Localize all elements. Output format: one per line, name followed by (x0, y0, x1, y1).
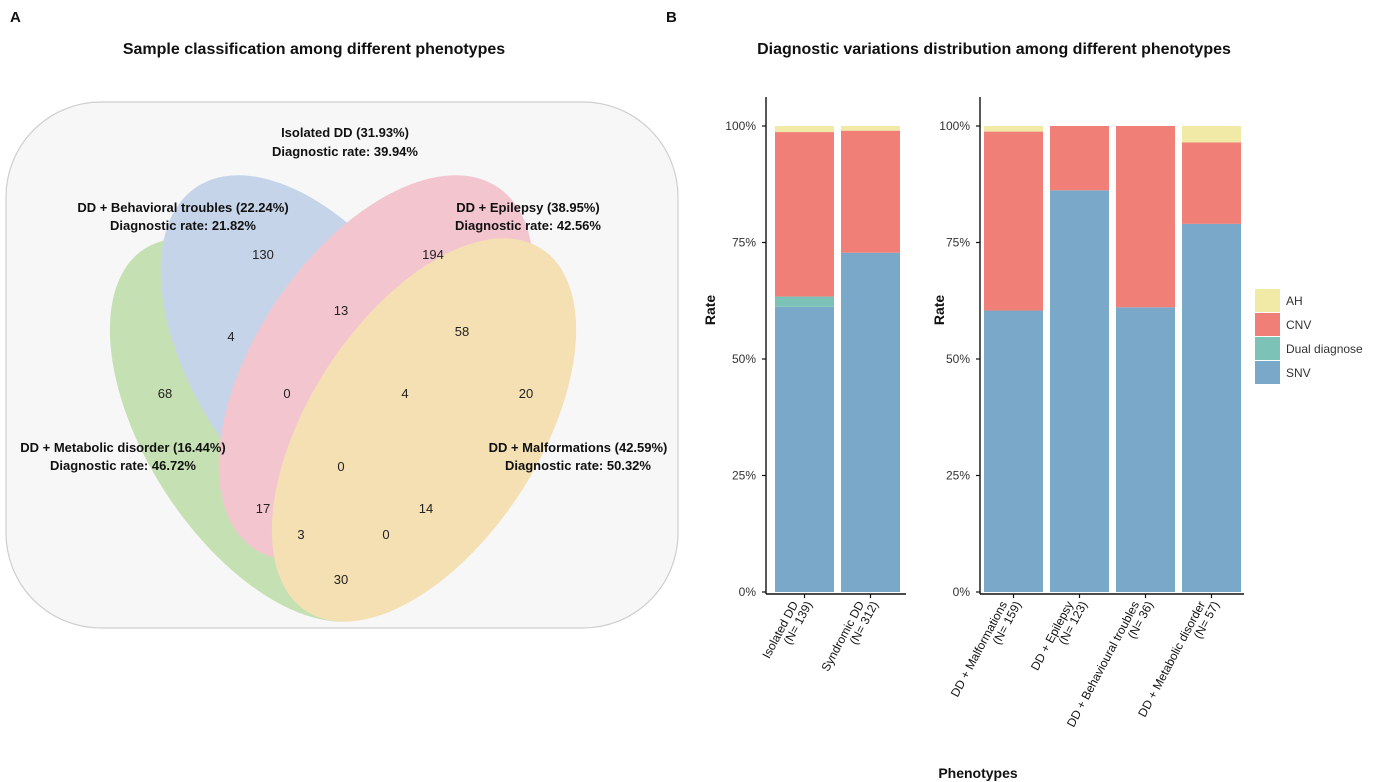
x-axis-ticks: Isolated DD(N= 139) Syndromic DD(N= 312) (759, 594, 881, 674)
bar-segment-snv (1050, 190, 1109, 593)
x-axis-label: Phenotypes (938, 765, 1018, 781)
count-metabolic-only: 68 (158, 386, 172, 401)
y-tick-label: 75% (946, 236, 970, 250)
malformations-label: DD + Malformations (42.59%) (489, 440, 668, 455)
count-metabolic-epilepsy-malformations: 3 (297, 527, 304, 542)
y-tick-label: 25% (946, 469, 970, 483)
bar-segment-ah (841, 126, 900, 131)
isolated-dd-rate: Diagnostic rate: 39.94% (272, 144, 418, 159)
panel-a: A Sample classification among different … (5, 9, 679, 629)
count-metabolic-behavioral: 4 (227, 329, 234, 344)
count-behavioral-epilepsy-malformations: 4 (401, 386, 408, 401)
count-behavioral-epilepsy: 13 (334, 303, 348, 318)
bar-segment-cnv (841, 130, 900, 253)
bar-segment-snv (1116, 307, 1175, 592)
legend-label: CNV (1286, 318, 1311, 332)
behavioral-rate: Diagnostic rate: 21.82% (110, 218, 256, 233)
epilepsy-label: DD + Epilepsy (38.95%) (456, 200, 599, 215)
y-axis-ticks: 0% 25% 50% 75% 100% (939, 119, 980, 599)
panel-a-title: Sample classification among different ph… (123, 41, 505, 58)
malformations-rate: Diagnostic rate: 50.32% (505, 458, 651, 473)
metabolic-label: DD + Metabolic disorder (16.44%) (20, 440, 226, 455)
legend-label: AH (1286, 294, 1303, 308)
count-malformations-only: 20 (519, 386, 533, 401)
count-metabolic-behavioral-epilepsy: 0 (283, 386, 290, 401)
y-tick-label: 50% (946, 352, 970, 366)
y-tick-label: 100% (939, 119, 970, 133)
malformations-ellipse (271, 238, 577, 622)
bar-segment-cnv (1182, 142, 1241, 224)
bar-segment-cnv (775, 132, 834, 297)
legend-label: SNV (1286, 366, 1311, 380)
y-tick-label: 25% (732, 469, 756, 483)
count-all-four: 0 (337, 459, 344, 474)
y-axis-ticks: 0% 25% 50% 75% 100% (725, 119, 766, 599)
bar-segment-ah (984, 126, 1043, 132)
panel-b-title: Diagnostic variations distribution among… (757, 41, 1231, 58)
legend-swatch (1255, 361, 1280, 384)
bar-group (984, 126, 1241, 593)
bar-segment-cnv (1116, 126, 1175, 308)
metabolic-rate: Diagnostic rate: 46.72% (50, 458, 196, 473)
bar-segment-ah (1182, 126, 1241, 143)
bar-segment-ah (775, 126, 834, 133)
count-behavioral-only: 130 (252, 247, 274, 262)
legend: AH CNV Dual diagnose SNV (1255, 289, 1363, 384)
panel-b: B Diagnostic variations distribution amo… (666, 9, 1363, 781)
y-tick-label: 0% (953, 585, 971, 599)
bar-segment-dual-diagnose (775, 296, 834, 307)
count-behavioral-malformations: 14 (419, 501, 433, 516)
count-epilepsy-only: 194 (422, 247, 444, 262)
y-tick-label: 75% (732, 236, 756, 250)
behavioral-label: DD + Behavioral troubles (22.24%) (77, 200, 288, 215)
count-epilepsy-malformations: 58 (455, 324, 469, 339)
epilepsy-rate: Diagnostic rate: 42.56% (455, 218, 601, 233)
x-axis-ticks: DD + Malformations(N= 159) DD + Epilepsy(… (948, 594, 1222, 729)
bar-segment-snv (1182, 223, 1241, 593)
y-tick-label: 100% (725, 119, 756, 133)
y-tick-label: 0% (739, 585, 757, 599)
facet-isolated-syndromic: Rate 0% 25% 50% 75% 100% Isolated DD(N= 139)… (702, 97, 906, 674)
bar-segment-snv (984, 310, 1043, 592)
y-axis-label: Rate (931, 295, 947, 326)
bar-segment-snv (841, 252, 900, 592)
facet-syndromic-subtypes: Rate 0% 25% 50% 75% 100% DD + Malformations(… (931, 97, 1244, 729)
legend-label: Dual diagnose (1286, 342, 1363, 356)
panel-b-letter: B (666, 9, 677, 26)
legend-swatch (1255, 313, 1280, 336)
bar-segment-snv (775, 306, 834, 592)
y-tick-label: 50% (732, 352, 756, 366)
x-tick-label: DD + Malformations (948, 599, 1010, 699)
count-metabolic-epilepsy: 17 (256, 501, 270, 516)
y-axis-label: Rate (702, 295, 718, 326)
legend-swatch (1255, 337, 1280, 360)
isolated-dd-label: Isolated DD (31.93%) (281, 125, 409, 140)
panel-a-letter: A (10, 9, 21, 26)
count-metabolic-behavioral-malformations: 0 (382, 527, 389, 542)
bar-segment-cnv (1050, 126, 1109, 191)
bar-segment-cnv (984, 131, 1043, 311)
count-metabolic-malformations: 30 (334, 572, 348, 587)
bar-group (775, 126, 900, 592)
legend-swatch (1255, 289, 1280, 312)
